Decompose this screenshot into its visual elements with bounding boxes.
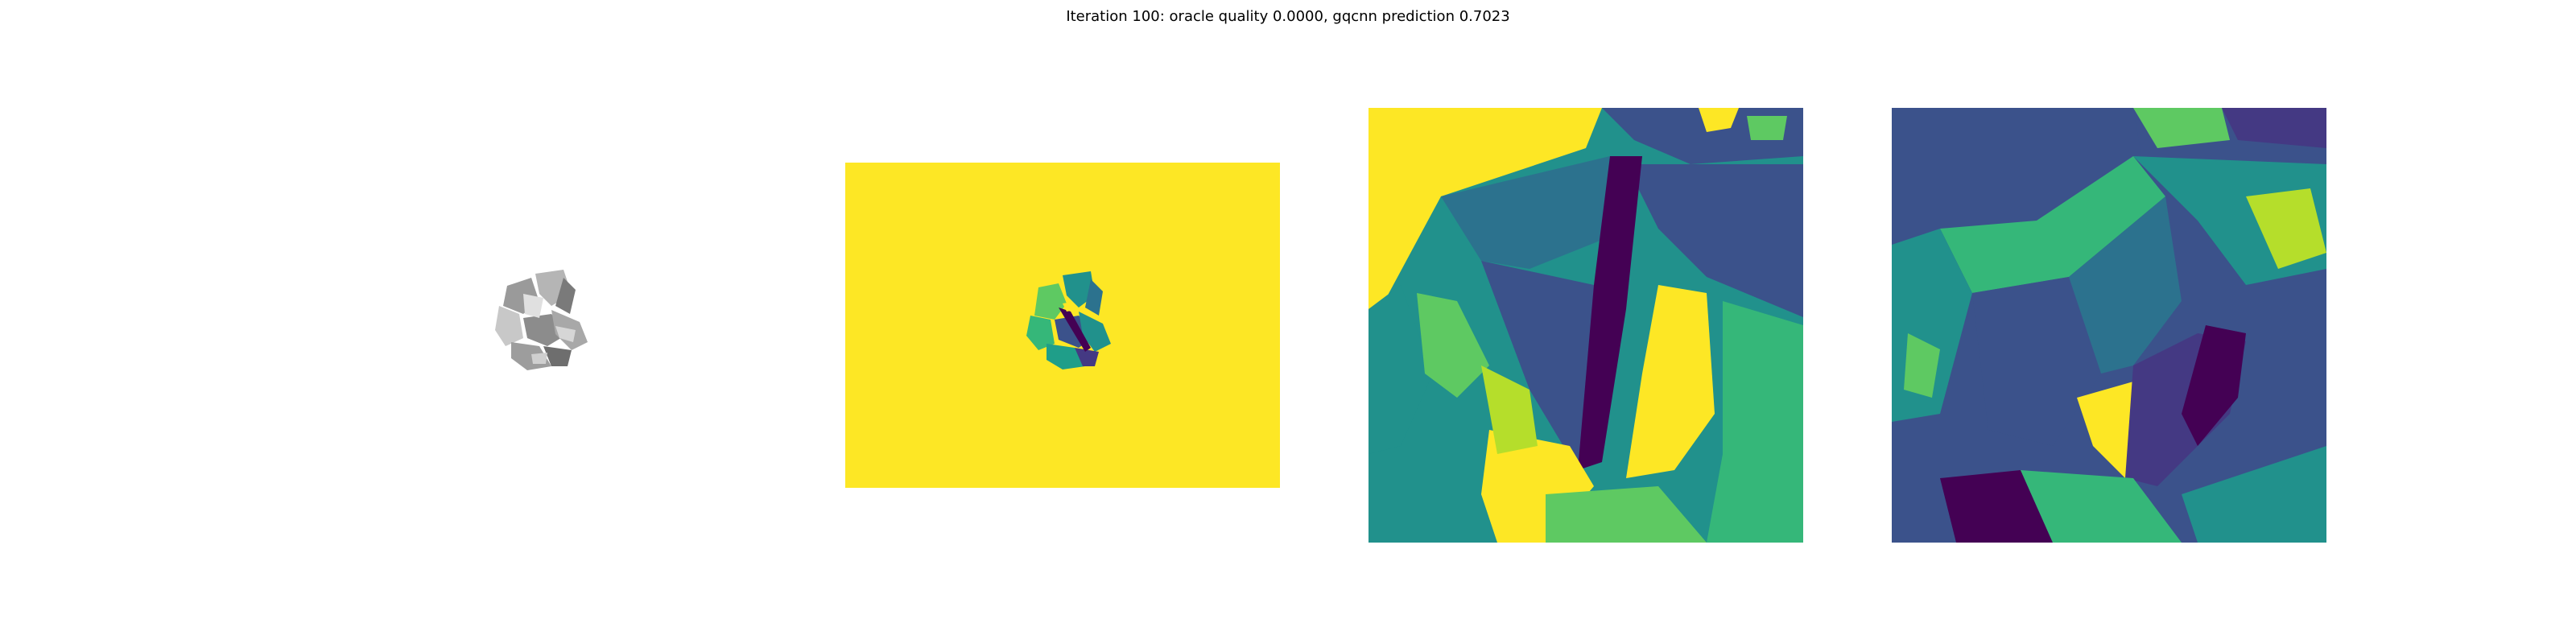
object-render-image bbox=[495, 270, 588, 370]
depth-crop-image bbox=[1368, 108, 1803, 543]
depth-crop-rotated-image bbox=[1892, 108, 2326, 543]
object-render-panel bbox=[475, 258, 612, 386]
depth-image-panel bbox=[845, 163, 1280, 488]
depth-crop-panel bbox=[1368, 108, 1803, 543]
depth-image bbox=[845, 163, 1280, 488]
depth-crop-rotated-panel bbox=[1892, 108, 2326, 543]
figure-title: Iteration 100: oracle quality 0.0000, gq… bbox=[1066, 8, 1510, 25]
